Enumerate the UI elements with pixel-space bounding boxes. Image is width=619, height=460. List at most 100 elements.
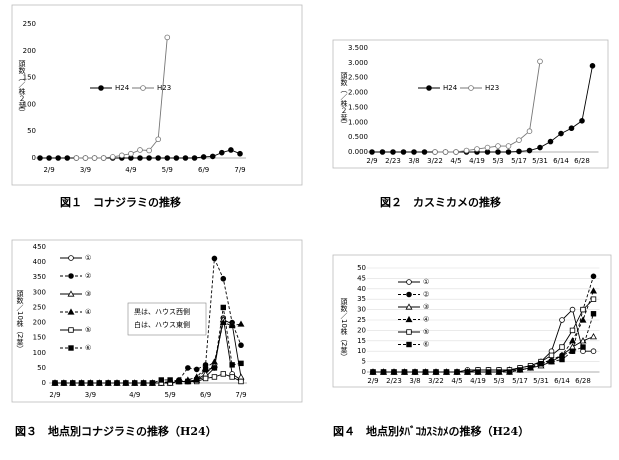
series-line bbox=[435, 61, 541, 153]
data-point bbox=[211, 365, 218, 371]
data-point bbox=[114, 380, 120, 386]
x-tick-label: 2/23 bbox=[385, 157, 401, 165]
data-point bbox=[238, 342, 244, 349]
data-point bbox=[237, 373, 245, 380]
data-point bbox=[590, 333, 597, 340]
legend-label: ⑤ bbox=[85, 326, 91, 334]
legend-label: ⑥ bbox=[423, 341, 429, 349]
data-point bbox=[52, 380, 58, 386]
y-tick-label: 1.000 bbox=[348, 118, 368, 126]
data-point bbox=[433, 369, 439, 375]
legend-marker bbox=[68, 255, 74, 261]
x-tick-label: 4/5 bbox=[451, 377, 462, 385]
y-tick-label: 400 bbox=[33, 258, 46, 266]
y-axis-label: 頭数／10株（2葉） bbox=[16, 290, 24, 352]
legend-label: ② bbox=[423, 291, 429, 299]
data-point bbox=[569, 327, 576, 334]
legend-marker bbox=[68, 327, 74, 333]
y-tick-label: 40 bbox=[357, 285, 366, 293]
y-tick-label: 250 bbox=[33, 303, 46, 311]
y-tick-label: 50 bbox=[357, 264, 366, 272]
y-tick-label: 3.000 bbox=[348, 59, 368, 67]
legend-label: H23 bbox=[485, 84, 499, 92]
y-tick-label: 100 bbox=[33, 349, 46, 357]
chart-caption: 図２ カスミカメの推移 bbox=[380, 195, 501, 209]
data-point bbox=[537, 58, 543, 65]
data-point bbox=[442, 149, 449, 155]
x-tick-label: 3/22 bbox=[427, 157, 443, 165]
legend-label: ⑥ bbox=[85, 344, 91, 352]
data-point bbox=[210, 358, 218, 365]
data-point bbox=[505, 143, 512, 149]
y-tick-label: 50 bbox=[27, 127, 36, 135]
legend-marker bbox=[67, 290, 75, 297]
data-point bbox=[474, 146, 480, 152]
x-tick-label: 2/23 bbox=[386, 377, 402, 385]
data-point bbox=[589, 63, 596, 69]
data-point bbox=[391, 369, 397, 375]
data-point bbox=[228, 147, 234, 153]
data-point bbox=[137, 147, 143, 153]
data-point bbox=[193, 366, 200, 373]
legend-label: H24 bbox=[443, 84, 458, 92]
data-point bbox=[82, 155, 89, 161]
y-axis-label: 頭数（／株２葉） bbox=[18, 60, 26, 116]
data-point bbox=[579, 316, 587, 323]
y-tick-label: 200 bbox=[23, 47, 36, 55]
data-point bbox=[146, 155, 152, 161]
x-tick-label: 5/9 bbox=[165, 391, 176, 399]
x-tick-label: 6/14 bbox=[553, 157, 569, 165]
data-point bbox=[485, 369, 492, 375]
data-point bbox=[46, 155, 52, 161]
data-point bbox=[211, 374, 218, 380]
data-point bbox=[517, 367, 523, 373]
data-point bbox=[191, 155, 198, 161]
data-point bbox=[238, 360, 244, 367]
data-point bbox=[453, 149, 459, 155]
chart-caption: 図３ 地点別コナジラミの推移（H24） bbox=[15, 424, 217, 438]
data-point bbox=[569, 337, 576, 344]
y-tick-label: 50 bbox=[37, 364, 46, 372]
y-tick-label: 30 bbox=[357, 306, 366, 314]
data-point bbox=[463, 147, 470, 154]
data-point bbox=[464, 369, 471, 375]
data-point bbox=[228, 321, 236, 329]
x-tick-label: 4/19 bbox=[470, 377, 486, 385]
data-point bbox=[579, 118, 585, 124]
data-point bbox=[182, 155, 189, 161]
data-point bbox=[590, 296, 597, 302]
data-point bbox=[379, 149, 386, 155]
y-tick-label: 250 bbox=[23, 20, 36, 28]
data-point bbox=[505, 149, 512, 155]
legend-label: ① bbox=[85, 254, 91, 262]
data-point bbox=[411, 149, 417, 155]
data-point bbox=[229, 362, 235, 368]
data-point bbox=[220, 371, 226, 377]
legend-marker bbox=[406, 341, 412, 348]
chart-caption: 図４ 地点別ﾀﾊﾞｺｶｽﾐｶﾒの推移（H24） bbox=[333, 424, 529, 438]
x-tick-label: 5/17 bbox=[511, 157, 527, 165]
data-point bbox=[164, 155, 171, 161]
legend-label: ② bbox=[85, 272, 91, 280]
data-point bbox=[537, 144, 543, 151]
data-point bbox=[569, 348, 576, 354]
data-point bbox=[96, 380, 102, 386]
data-point bbox=[238, 378, 244, 385]
data-point bbox=[61, 380, 67, 386]
legend-marker bbox=[98, 85, 104, 91]
data-point bbox=[475, 369, 481, 375]
data-point bbox=[516, 137, 522, 143]
chart-frame bbox=[332, 254, 612, 388]
data-point bbox=[590, 311, 597, 317]
data-point bbox=[484, 144, 491, 151]
data-point bbox=[495, 143, 501, 149]
x-tick-label: 4/19 bbox=[469, 157, 485, 165]
legend-label: ④ bbox=[85, 308, 91, 316]
data-point bbox=[370, 369, 376, 375]
y-tick-label: 15 bbox=[357, 337, 366, 345]
data-point bbox=[590, 273, 597, 280]
x-tick-label: 2/9 bbox=[43, 166, 54, 174]
data-point bbox=[569, 306, 576, 313]
x-tick-label: 5/31 bbox=[533, 377, 549, 385]
y-tick-label: 3.500 bbox=[348, 44, 368, 52]
